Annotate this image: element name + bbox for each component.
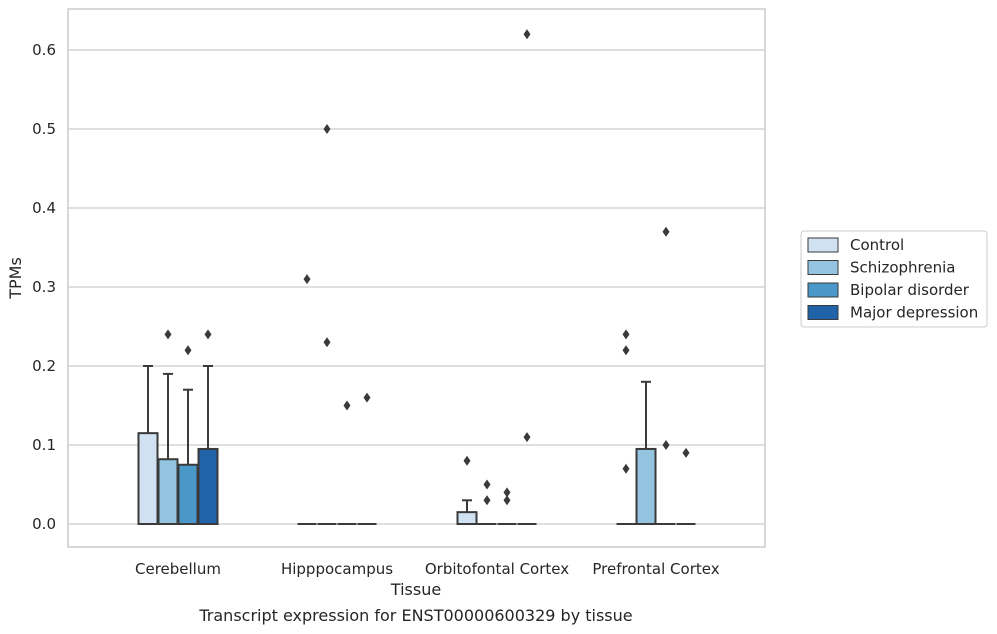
y-tick-label: 0.3 — [32, 278, 56, 296]
legend-swatch — [807, 305, 839, 320]
box-plot-groups — [137, 29, 696, 526]
outlier-point — [184, 345, 192, 356]
legend-label: Major depression — [850, 304, 978, 322]
outlier-point — [503, 495, 511, 506]
legend-swatch — [807, 282, 839, 298]
box — [456, 511, 478, 526]
legend-frame — [800, 230, 988, 328]
box — [157, 458, 179, 525]
outlier-point — [682, 447, 690, 458]
chart-caption: Transcript expression for ENST0000060032… — [199, 606, 633, 625]
outlier-point — [622, 345, 630, 356]
outlier-point — [662, 226, 670, 237]
outlier-point — [483, 495, 491, 506]
outlier-point — [523, 29, 531, 40]
outlier-point — [483, 479, 491, 490]
box-group — [157, 329, 179, 525]
y-tick-label: 0.2 — [32, 357, 56, 375]
box-group — [616, 329, 636, 525]
box-group — [497, 487, 517, 525]
box-group — [297, 274, 317, 525]
legend-label: Bipolar disorder — [850, 281, 970, 299]
box — [635, 447, 657, 526]
x-tick-label: Orbitofontal Cortex — [425, 560, 569, 578]
box-group — [456, 455, 478, 526]
box-group — [197, 329, 219, 526]
box-group — [317, 124, 337, 525]
outlier-point — [164, 329, 172, 340]
outlier-point — [503, 487, 511, 498]
x-axis-ticks: Cerebellum Hipppocampus Orbitofontal Corte… — [135, 560, 720, 578]
legend-label: Control — [850, 236, 904, 254]
box-group — [517, 29, 537, 525]
x-tick-label: Cerebellum — [135, 560, 221, 578]
box-group — [676, 447, 696, 525]
y-tick-label: 0.6 — [32, 41, 56, 59]
outlier-point — [622, 329, 630, 340]
box-group — [656, 226, 676, 525]
legend-swatch — [807, 237, 839, 253]
outlier-point — [343, 400, 351, 411]
outlier-point — [204, 329, 212, 340]
outlier-point — [363, 392, 371, 403]
box — [137, 432, 159, 525]
y-tick-label: 0.4 — [32, 199, 56, 217]
x-tick-label: Prefrontal Cortex — [592, 560, 719, 578]
box-group — [177, 345, 199, 525]
box-group — [635, 380, 657, 526]
box — [197, 447, 219, 526]
y-axis-title: TPMs — [6, 257, 25, 300]
x-tick-label: Hipppocampus — [281, 560, 393, 578]
box-group — [137, 365, 159, 525]
box-group — [357, 392, 377, 525]
y-axis-ticks: 0.0 0.1 0.2 0.3 0.4 0.5 0.6 — [32, 41, 56, 533]
outlier-point — [463, 455, 471, 466]
x-axis-title: Tissue — [390, 580, 441, 599]
outlier-point — [622, 463, 630, 474]
gridlines — [68, 49, 765, 525]
outlier-point — [662, 440, 670, 450]
box-group — [477, 479, 497, 525]
outlier-point — [303, 274, 311, 285]
y-tick-label: 0.5 — [32, 120, 56, 138]
box-group — [337, 400, 357, 525]
outlier-point — [323, 124, 331, 134]
y-tick-label: 0.1 — [32, 436, 56, 454]
legend-swatch — [807, 260, 839, 275]
box — [177, 463, 199, 525]
y-tick-label: 0.0 — [32, 515, 56, 533]
legend-label: Schizophrenia — [850, 259, 955, 277]
outlier-point — [523, 432, 531, 443]
legend: Control Schizophrenia Bipolar disorder Majo… — [800, 230, 988, 328]
plot-frame — [67, 8, 766, 548]
outlier-point — [323, 337, 331, 348]
